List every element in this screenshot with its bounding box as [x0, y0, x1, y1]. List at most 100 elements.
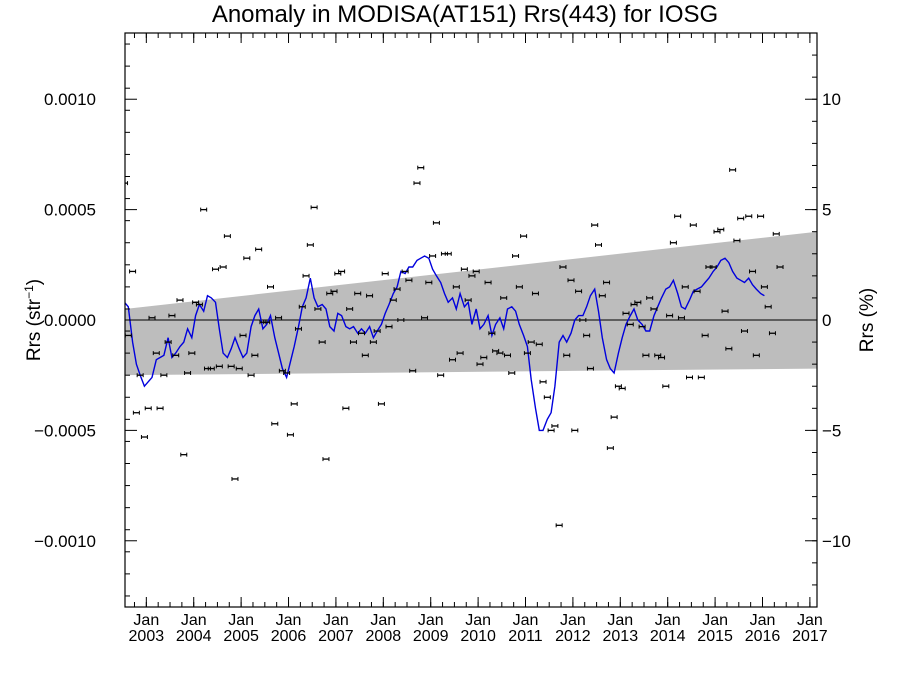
data-point: [681, 284, 689, 289]
x-tick-year-label: 2017: [792, 628, 828, 645]
data-point: [591, 223, 599, 228]
data-point: [626, 322, 634, 327]
data-point: [200, 207, 208, 212]
data-point: [500, 295, 508, 300]
y-axis-left-label: Rrs (str−1): [22, 279, 45, 361]
left-tick-label: 0.0010: [44, 90, 96, 109]
data-point: [283, 370, 291, 375]
data-point: [508, 370, 516, 375]
data-point: [346, 306, 354, 311]
monthly-points: [125, 165, 784, 528]
data-point: [598, 293, 606, 298]
data-point: [184, 370, 192, 375]
data-point: [547, 428, 555, 433]
data-point: [586, 366, 594, 371]
data-point: [168, 313, 176, 318]
x-tick-month-label: Jan: [323, 612, 349, 629]
data-point: [188, 351, 196, 356]
left-tick-label: −0.0005: [34, 421, 96, 440]
data-point: [650, 306, 658, 311]
data-point: [666, 313, 674, 318]
data-point: [496, 351, 504, 356]
data-point: [571, 428, 579, 433]
right-tick-label: 5: [822, 201, 831, 220]
data-point: [492, 348, 500, 353]
data-point: [543, 395, 551, 400]
x-tick-year-label: 2015: [697, 628, 733, 645]
data-point: [603, 280, 611, 285]
data-point: [686, 375, 694, 380]
data-point: [358, 331, 366, 336]
right-tick-label: 0: [822, 311, 831, 330]
data-point: [251, 353, 259, 358]
data-point: [212, 267, 220, 272]
data-point: [772, 231, 780, 236]
data-point: [413, 181, 421, 186]
data-point: [294, 326, 302, 331]
data-point: [551, 423, 559, 428]
data-point: [662, 384, 670, 389]
data-point: [634, 300, 642, 305]
data-point: [464, 298, 472, 303]
y-axis-right-label: Rrs (%): [857, 288, 878, 352]
data-point: [354, 291, 362, 296]
x-tick-month-label: Jan: [465, 612, 491, 629]
data-point: [555, 523, 563, 528]
data-point: [255, 247, 263, 252]
x-tick-month-label: Jan: [655, 612, 681, 629]
left-tick-label: 0.0005: [44, 201, 96, 220]
data-point: [515, 284, 523, 289]
data-point: [342, 406, 350, 411]
right-tick-label: 10: [822, 90, 841, 109]
trend-band: [125, 231, 817, 376]
x-tick-year-label: 2010: [460, 628, 496, 645]
data-point: [326, 291, 334, 296]
data-point: [768, 331, 776, 336]
data-point: [306, 242, 314, 247]
data-point: [148, 315, 156, 320]
x-tick-month-label: Jan: [702, 612, 728, 629]
data-point: [444, 251, 452, 256]
data-point: [302, 273, 310, 278]
data-point: [752, 353, 760, 358]
data-point: [247, 373, 255, 378]
data-point: [630, 302, 638, 307]
data-point: [764, 304, 772, 309]
data-point: [606, 446, 614, 451]
data-point: [389, 298, 397, 303]
data-point: [219, 265, 227, 270]
data-point: [456, 351, 464, 356]
x-tick-year-label: 2006: [271, 628, 307, 645]
x-tick-year-label: 2012: [555, 628, 591, 645]
data-point: [160, 373, 168, 378]
x-tick-month-label: Jan: [228, 612, 254, 629]
data-point: [527, 340, 535, 345]
data-point: [697, 375, 705, 380]
data-point: [563, 353, 571, 358]
x-tick-year-label: 2008: [366, 628, 402, 645]
x-tick-month-label: Jan: [797, 612, 823, 629]
data-point: [575, 289, 583, 294]
data-point: [176, 298, 184, 303]
data-point: [381, 271, 389, 276]
data-point: [136, 373, 144, 378]
data-point: [480, 355, 488, 360]
data-point: [488, 331, 496, 336]
data-point: [373, 329, 381, 334]
data-point: [559, 265, 567, 270]
data-point: [614, 384, 622, 389]
data-point: [235, 366, 243, 371]
data-point: [318, 340, 326, 345]
data-point: [409, 368, 417, 373]
data-point: [520, 234, 528, 239]
data-point: [693, 289, 701, 294]
data-point: [737, 216, 745, 221]
data-point: [733, 238, 741, 243]
data-point: [622, 311, 630, 316]
data-point: [725, 346, 733, 351]
data-point: [713, 229, 721, 234]
data-point: [397, 318, 405, 322]
data-point: [271, 421, 279, 426]
